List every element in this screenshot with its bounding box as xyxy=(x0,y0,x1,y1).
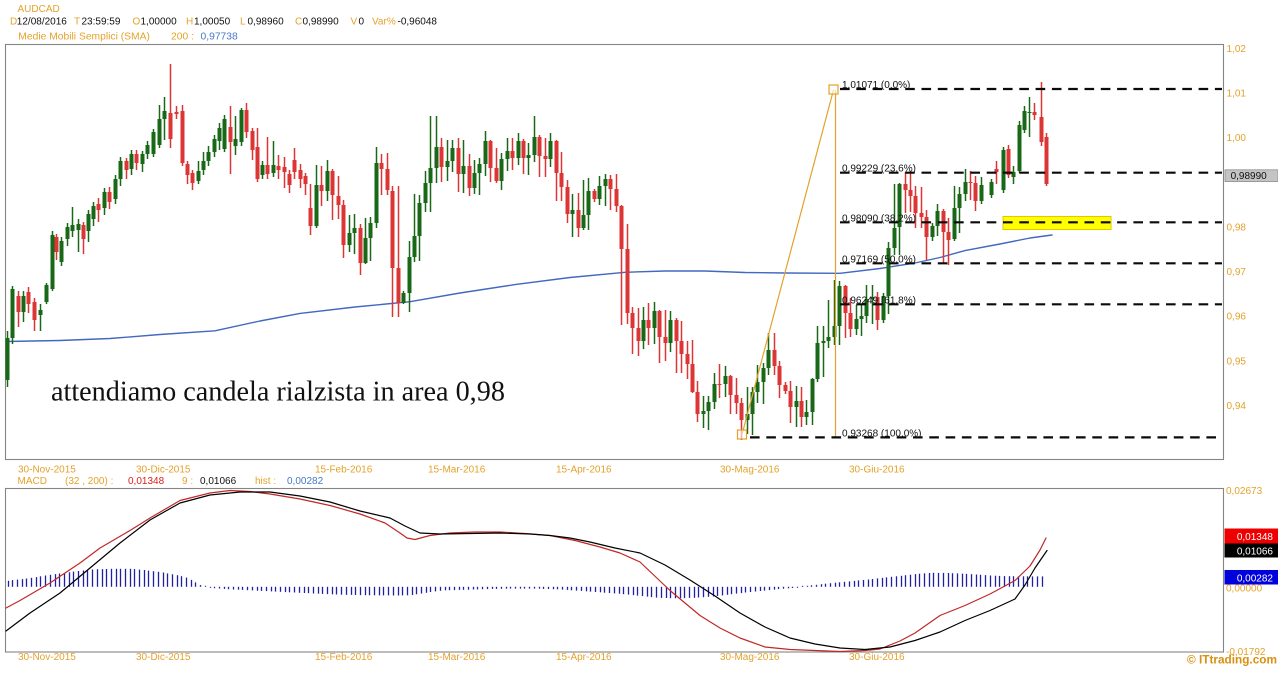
svg-text:T: T xyxy=(74,17,80,28)
svg-text:1,02: 1,02 xyxy=(1227,44,1247,55)
svg-text:30-Giu-2016: 30-Giu-2016 xyxy=(849,465,905,476)
svg-text:30-Mag-2016: 30-Mag-2016 xyxy=(720,652,780,663)
svg-text:0,01066: 0,01066 xyxy=(200,476,237,487)
svg-text:9 :: 9 : xyxy=(182,476,193,487)
svg-text:15-Feb-2016: 15-Feb-2016 xyxy=(315,465,373,476)
svg-text:attendiamo candela rialzista i: attendiamo candela rialzista in area 0,9… xyxy=(51,377,505,408)
svg-text:23:59:59: 23:59:59 xyxy=(82,17,121,28)
svg-text:AUDCAD: AUDCAD xyxy=(18,4,60,15)
svg-text:1,01: 1,01 xyxy=(1227,88,1247,99)
svg-text:15-Feb-2016: 15-Feb-2016 xyxy=(315,652,373,663)
svg-text:1,01071 (0.0%): 1,01071 (0.0%) xyxy=(842,80,910,91)
svg-text:0,97738: 0,97738 xyxy=(201,32,238,43)
svg-text:30-Nov-2015: 30-Nov-2015 xyxy=(18,652,76,663)
svg-text:0: 0 xyxy=(359,17,365,28)
svg-text:0,98990: 0,98990 xyxy=(1231,171,1268,182)
svg-text:0,99229 (23.6%): 0,99229 (23.6%) xyxy=(842,164,916,175)
svg-text:C: C xyxy=(295,17,302,28)
svg-text:hist :: hist : xyxy=(255,476,276,487)
svg-text:0,94: 0,94 xyxy=(1227,401,1247,412)
svg-text:MACD: MACD xyxy=(18,476,47,487)
svg-text:Medie Mobili Semplici (SMA): Medie Mobili Semplici (SMA) xyxy=(18,32,150,43)
svg-text:Var%: Var% xyxy=(372,17,396,28)
svg-text:0,97169 (50.0%): 0,97169 (50.0%) xyxy=(842,254,916,265)
svg-text:30-Giu-2016: 30-Giu-2016 xyxy=(849,652,905,663)
svg-text:L: L xyxy=(240,17,246,28)
svg-text:15-Apr-2016: 15-Apr-2016 xyxy=(556,465,612,476)
svg-text:0,96: 0,96 xyxy=(1227,312,1247,323)
svg-text:0,00282: 0,00282 xyxy=(287,476,324,487)
svg-text:© ITtrading.com: © ITtrading.com xyxy=(1187,653,1277,667)
svg-text:0,98990: 0,98990 xyxy=(303,17,340,28)
svg-text:12/08/2016: 12/08/2016 xyxy=(17,17,67,28)
svg-text:0,01066: 0,01066 xyxy=(1237,547,1274,558)
svg-text:1,00050: 1,00050 xyxy=(194,17,231,28)
svg-text:0,95: 0,95 xyxy=(1227,356,1247,367)
svg-text:0,98960: 0,98960 xyxy=(248,17,285,28)
svg-text:0,02673: 0,02673 xyxy=(1226,486,1263,497)
svg-text:V: V xyxy=(351,17,358,28)
svg-text:0,98: 0,98 xyxy=(1227,222,1247,233)
svg-text:0,98090 (38.2%): 0,98090 (38.2%) xyxy=(842,213,916,224)
svg-text:0,97: 0,97 xyxy=(1227,267,1247,278)
svg-text:0,01348: 0,01348 xyxy=(1237,532,1274,543)
svg-text:15-Mar-2016: 15-Mar-2016 xyxy=(428,652,486,663)
svg-text:0,93268 (100.0%): 0,93268 (100.0%) xyxy=(842,428,922,439)
svg-text:1,00: 1,00 xyxy=(1227,133,1247,144)
svg-text:200 :: 200 : xyxy=(171,32,194,43)
svg-text:0,00282: 0,00282 xyxy=(1237,574,1274,585)
svg-text:H: H xyxy=(186,17,193,28)
svg-text:30-Nov-2015: 30-Nov-2015 xyxy=(18,465,76,476)
svg-text:(32 , 200) :: (32 , 200) : xyxy=(65,476,113,487)
svg-text:30-Dic-2015: 30-Dic-2015 xyxy=(136,465,191,476)
svg-text:-0,96048: -0,96048 xyxy=(398,17,438,28)
svg-text:0,00000: 0,00000 xyxy=(1226,584,1263,595)
svg-text:30-Mag-2016: 30-Mag-2016 xyxy=(720,465,780,476)
svg-text:0,96249 (61.8%): 0,96249 (61.8%) xyxy=(842,295,916,306)
svg-text:30-Dic-2015: 30-Dic-2015 xyxy=(136,652,191,663)
svg-text:0,01348: 0,01348 xyxy=(128,476,165,487)
svg-text:15-Mar-2016: 15-Mar-2016 xyxy=(428,465,486,476)
svg-text:1,00000: 1,00000 xyxy=(141,17,178,28)
svg-text:15-Apr-2016: 15-Apr-2016 xyxy=(556,652,612,663)
svg-text:O: O xyxy=(133,17,141,28)
